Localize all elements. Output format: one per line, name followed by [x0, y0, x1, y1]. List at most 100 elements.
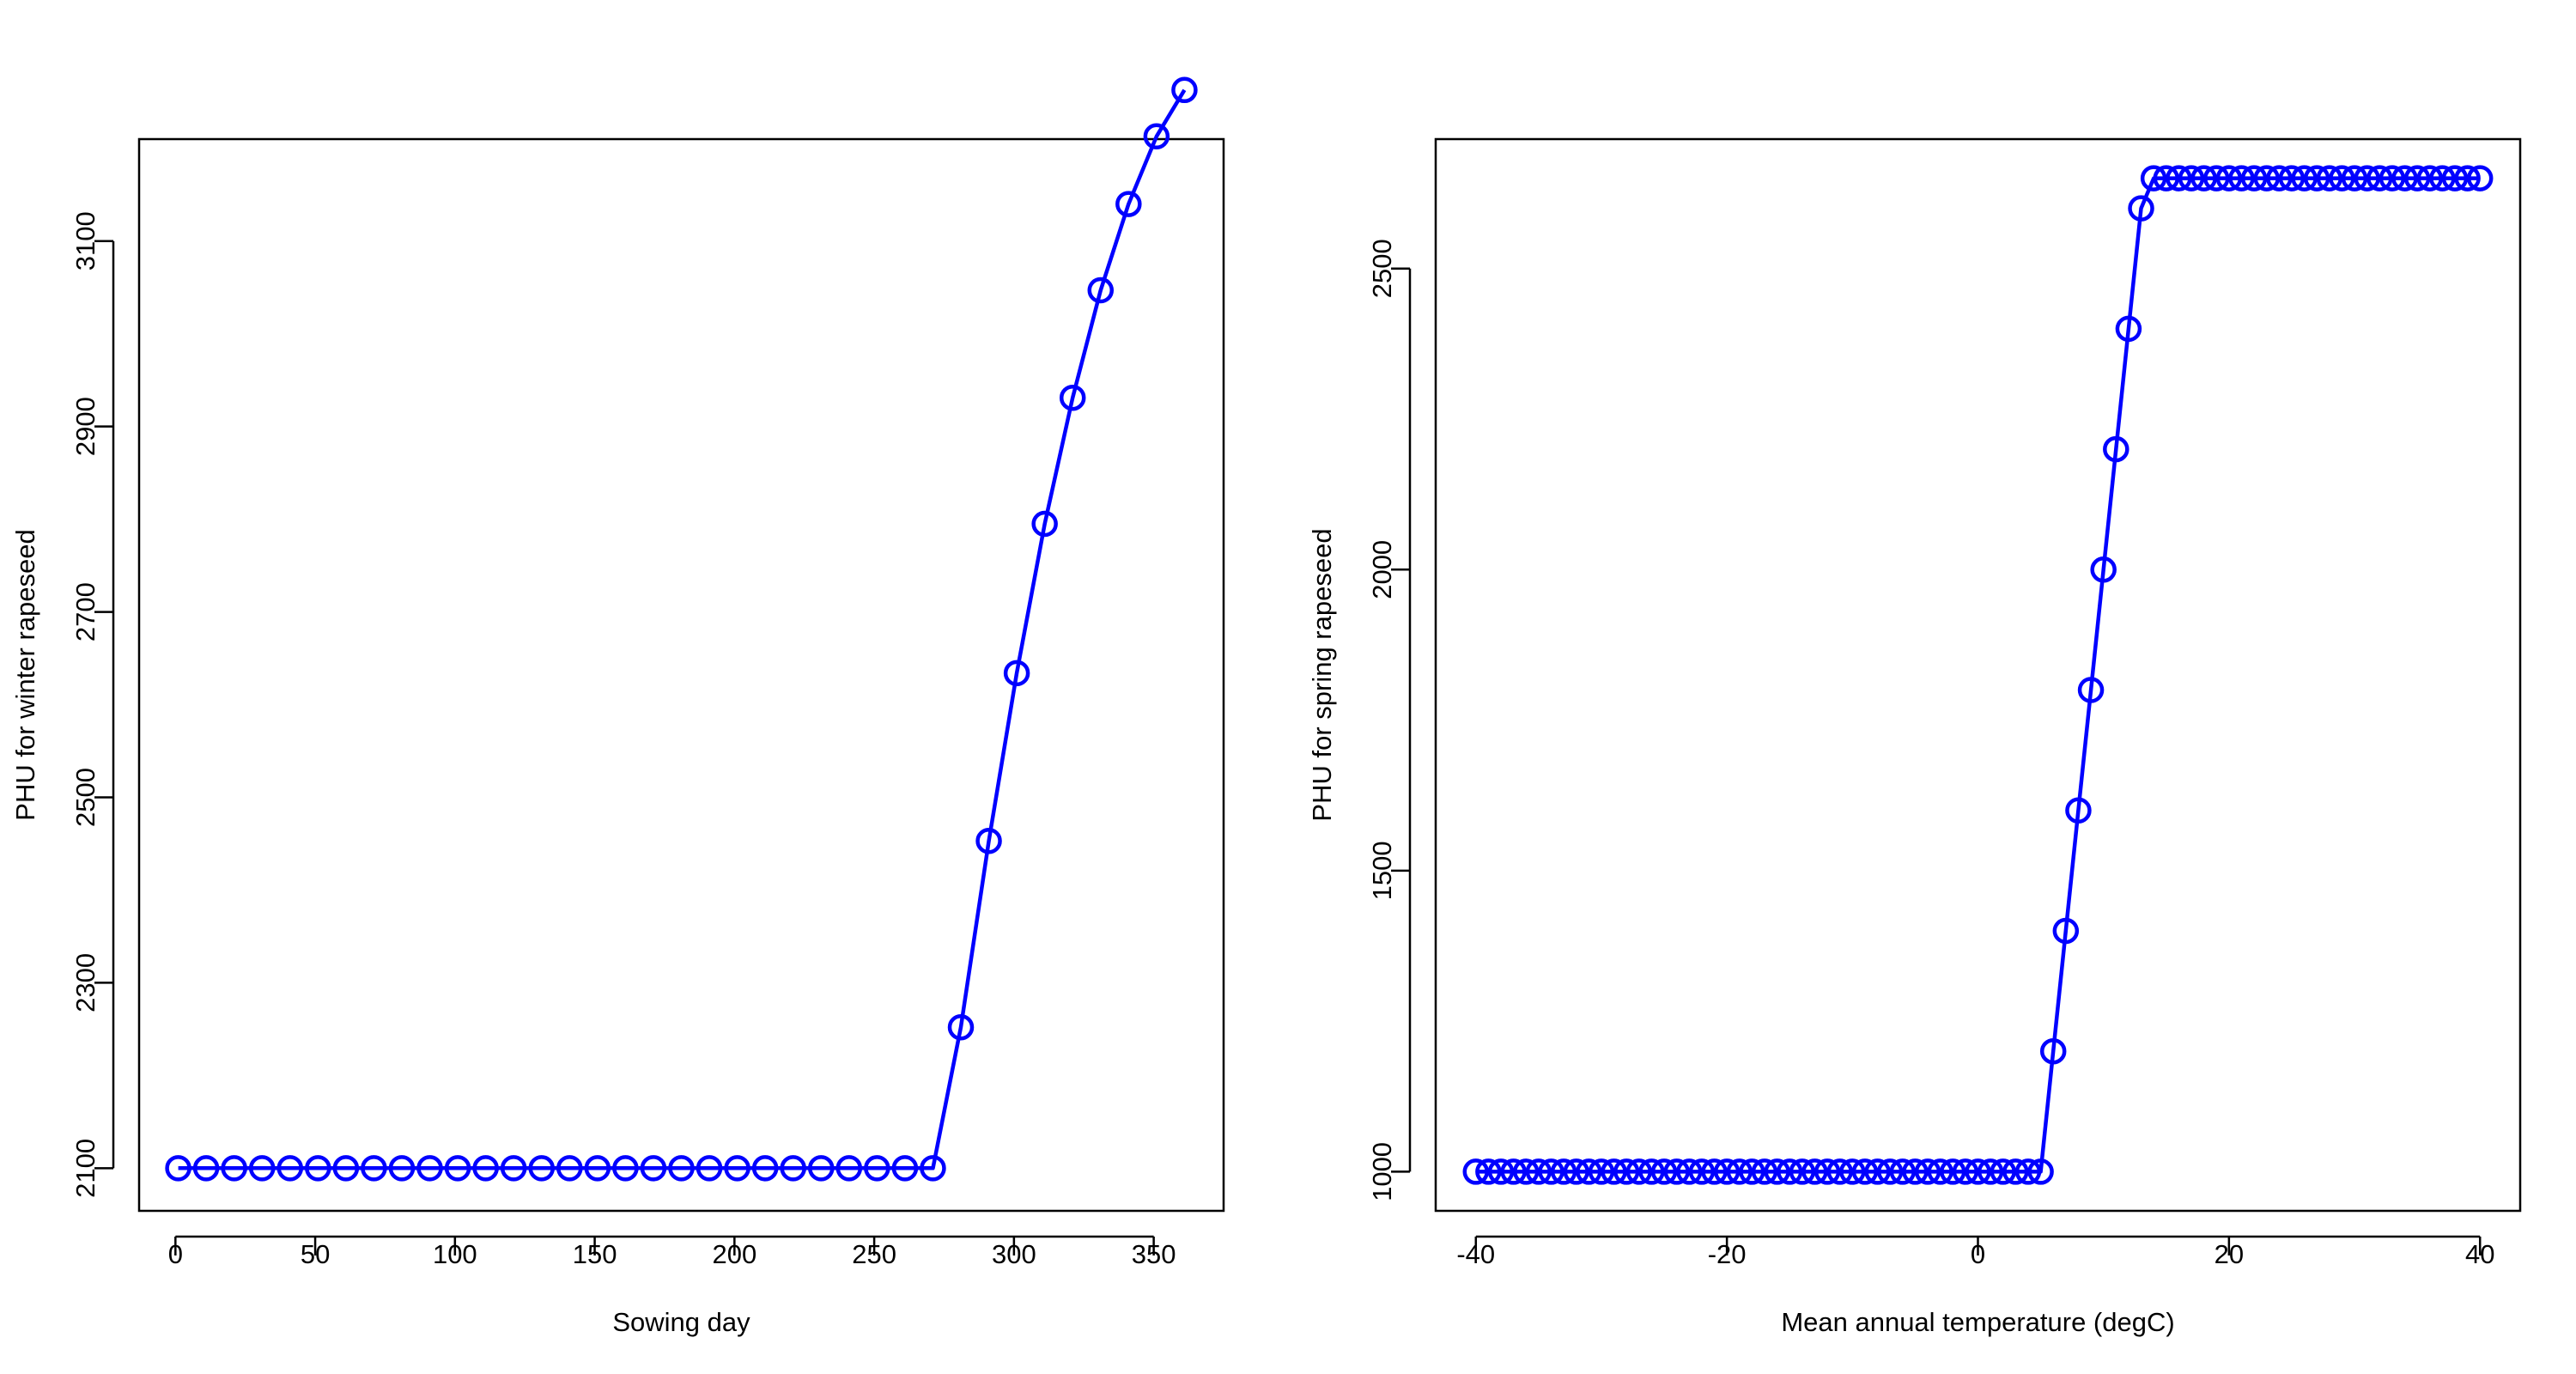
right-panel: -40 -20 0 20 40 1000 1500 2000 2500 Mean annual t… [1307, 137, 2522, 1337]
data-point [1776, 1158, 1803, 1185]
data-point [2202, 165, 2230, 192]
data-point [668, 1155, 695, 1182]
data-point [808, 1155, 835, 1182]
data-point [416, 1155, 443, 1182]
x-axis-title: Mean annual temperature (degC) [1781, 1307, 2174, 1337]
data-point [2454, 165, 2481, 192]
data-point [472, 1155, 499, 1182]
x-tick-label: 20 [2215, 1239, 2244, 1269]
data-point [2140, 165, 2167, 192]
data-point [1550, 1158, 1577, 1185]
data-point [528, 1155, 555, 1182]
data-point [248, 1155, 276, 1182]
data-point [388, 1155, 416, 1182]
data-point [1663, 1158, 1690, 1185]
data-point [2190, 165, 2217, 192]
x-tick-label: -40 [1456, 1239, 1495, 1269]
data-point [1576, 1158, 1602, 1185]
data-point [1525, 1158, 1552, 1185]
left-panel: 0 50 100 150 200 250 300 350 2100 2300 2500 2700 290… [10, 76, 1225, 1337]
data-point [1701, 1158, 1728, 1185]
data-point [835, 1155, 863, 1182]
data-point [2366, 165, 2393, 192]
data-point [1115, 191, 1142, 217]
data-point [2441, 165, 2469, 192]
data-point [1990, 1158, 2016, 1185]
data-point [1638, 1158, 1665, 1185]
data-point [2052, 917, 2080, 945]
data-point [1143, 123, 1170, 150]
data-point [1789, 1158, 1816, 1185]
data-point [1726, 1158, 1753, 1185]
data-point [1613, 1158, 1640, 1185]
data-point [1688, 1158, 1716, 1185]
x-tick-label: 150 [573, 1239, 617, 1269]
data-point [1940, 1158, 1966, 1185]
y-tick-label: 2100 [70, 1139, 100, 1198]
data-point [192, 1155, 220, 1182]
data-point [2115, 315, 2142, 343]
series-line [178, 88, 1187, 1170]
data-point [1171, 76, 1198, 104]
data-point [1864, 1158, 1891, 1185]
y-axis-title: PHU for spring rapeseed [1307, 528, 1337, 821]
data-point [1003, 660, 1030, 687]
data-point [864, 1155, 890, 1182]
data-point [2240, 165, 2268, 192]
data-point [1059, 384, 1086, 411]
data-point [2329, 165, 2355, 192]
data-point [2178, 165, 2205, 192]
x-tick-label: 200 [712, 1239, 756, 1269]
data-point [724, 1155, 750, 1182]
data-point [975, 827, 1002, 854]
data-point [1927, 1158, 1953, 1185]
data-point [780, 1155, 806, 1182]
data-point [1751, 1158, 1778, 1185]
data-point [2002, 1158, 2029, 1185]
data-point [2354, 165, 2380, 192]
data-point [2065, 797, 2092, 824]
data-point [612, 1155, 639, 1182]
plot-frame [1434, 137, 2522, 1213]
data-point [1487, 1158, 1515, 1185]
y-tick-label: 1500 [1367, 841, 1397, 900]
data-point [2291, 165, 2318, 192]
data-point [2278, 165, 2306, 192]
data-point [500, 1155, 527, 1182]
x-tick-label: 50 [301, 1239, 330, 1269]
x-tick-label: 100 [433, 1239, 477, 1269]
plot-frame [137, 137, 1225, 1213]
data-point [891, 1155, 919, 1182]
data-point [2303, 165, 2330, 192]
data-point [1563, 1158, 1589, 1185]
data-point [332, 1155, 360, 1182]
data-point [1462, 1158, 1490, 1185]
data-point [2403, 165, 2431, 192]
data-point [1538, 1158, 1564, 1185]
x-axis-title: Sowing day [612, 1307, 750, 1337]
data-point [1625, 1158, 1653, 1185]
y-tick-label: 2300 [70, 953, 100, 1012]
data-point [1801, 1158, 1828, 1185]
x-tick-label: 300 [992, 1239, 1036, 1269]
x-tick-label: 0 [1971, 1239, 1985, 1269]
data-point [1739, 1158, 1765, 1185]
data-point [1650, 1158, 1678, 1185]
data-point [2416, 165, 2443, 192]
data-point [1826, 1158, 1853, 1185]
data-point [2266, 165, 2293, 192]
data-point [2379, 165, 2406, 192]
data-point [1475, 1158, 1502, 1185]
data-point [2103, 435, 2129, 463]
data-point [2039, 1037, 2067, 1065]
data-point [640, 1155, 667, 1182]
data-point [165, 1155, 191, 1182]
data-point [2215, 165, 2243, 192]
data-point [1601, 1158, 1627, 1185]
data-point [1876, 1158, 1904, 1185]
data-point [361, 1155, 387, 1182]
y-axis-title: PHU for winter rapeseed [10, 529, 40, 820]
data-point [1676, 1158, 1703, 1185]
